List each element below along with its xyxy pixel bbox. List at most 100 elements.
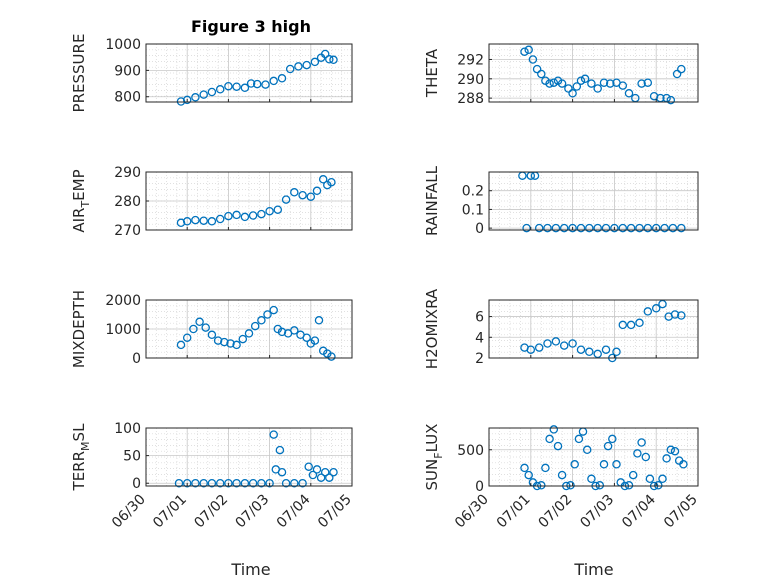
- data-point: [633, 449, 642, 458]
- data-point: [654, 481, 663, 490]
- y-axis-label: AIRTEMP: [70, 169, 92, 232]
- data-point: [182, 333, 192, 342]
- data-point: [551, 337, 561, 346]
- data-point: [182, 217, 192, 226]
- data-point: [660, 223, 669, 233]
- x-tick-label: 07/02: [191, 492, 231, 532]
- y-axis-label: H2OMIXRA: [423, 288, 441, 369]
- data-point: [273, 205, 283, 214]
- y-tick-label: 100: [114, 421, 141, 437]
- data-point: [543, 223, 552, 233]
- data-point: [610, 223, 619, 233]
- data-point: [277, 74, 287, 83]
- data-point: [224, 81, 233, 91]
- data-point: [290, 326, 299, 335]
- data-point: [582, 445, 592, 455]
- y-tick-label: 1000: [105, 322, 141, 338]
- data-point: [679, 460, 688, 469]
- data-point: [677, 223, 686, 233]
- y-axis-label: MIXDEPTH: [70, 290, 88, 368]
- data-point: [273, 324, 283, 334]
- data-point: [277, 327, 287, 337]
- data-point: [576, 223, 586, 233]
- data-point: [248, 211, 258, 220]
- data-point: [265, 478, 274, 488]
- data-point: [329, 467, 338, 477]
- data-point: [526, 345, 536, 354]
- panel-pressure: 800 900 1000 PRESSURE: [70, 34, 353, 112]
- data-point: [294, 62, 303, 71]
- data-point: [626, 223, 636, 233]
- data-point: [524, 470, 533, 480]
- x-tick-label: 07/01: [150, 492, 190, 532]
- data-point: [189, 324, 198, 334]
- axes-box: [488, 171, 699, 231]
- data-point: [298, 190, 307, 200]
- data-point: [568, 339, 577, 348]
- x-tick-label: 07/04: [619, 491, 659, 531]
- data-point: [628, 470, 638, 480]
- data-point: [666, 95, 676, 105]
- data-point: [199, 478, 208, 488]
- data-point: [549, 425, 559, 434]
- y-axis-label: THETA: [423, 48, 441, 98]
- panel-sun-flux: 0 500 06/30 07/01 07/02 07/03 07/04 07/05 SUNFLU…: [423, 424, 701, 532]
- y-tick-label: 292: [457, 52, 484, 68]
- data-point: [290, 478, 299, 488]
- data-point: [626, 320, 636, 330]
- data-point: [281, 478, 291, 488]
- y-tick-label: 900: [114, 63, 141, 79]
- data-point: [522, 223, 531, 233]
- data-point: [314, 316, 324, 325]
- data-point: [275, 445, 285, 455]
- data-point: [232, 82, 241, 91]
- data-point: [524, 45, 533, 55]
- panel-terr-msl: 0 50 100 06/30 07/01 07/02 07/03 07/04 07/05 TERR…: [70, 421, 355, 531]
- y-axis-label: RAINFALL: [423, 165, 441, 236]
- data-point: [269, 430, 278, 439]
- data-point: [265, 206, 274, 216]
- data-point: [570, 460, 579, 469]
- data-point: [580, 74, 590, 84]
- axes-box: [488, 43, 699, 103]
- x-tick-label: 07/01: [494, 492, 534, 532]
- data-point: [608, 434, 617, 444]
- x-tick-label: 07/03: [233, 492, 273, 532]
- data-point: [304, 462, 313, 471]
- x-tick-label: 06/30: [109, 492, 149, 532]
- y-tick-label: 1000: [105, 37, 141, 53]
- y-tick-label: 50: [123, 449, 141, 465]
- data-point: [215, 478, 225, 488]
- data-point: [557, 470, 567, 480]
- x-tick-label: 07/04: [274, 491, 314, 531]
- y-tick-label: 6: [475, 310, 484, 326]
- data-point: [520, 463, 529, 473]
- data-point: [207, 217, 217, 226]
- data-point: [585, 347, 594, 357]
- data-point: [238, 334, 248, 344]
- data-point: [277, 467, 287, 477]
- data-point: [327, 177, 336, 187]
- data-point: [635, 318, 644, 328]
- data-point: [658, 474, 667, 484]
- data-point: [662, 454, 671, 463]
- data-point: [612, 460, 621, 469]
- axes-box: [145, 43, 353, 103]
- data-point: [585, 223, 594, 233]
- axes-box: [145, 427, 353, 487]
- y-tick-label: 4: [475, 330, 484, 346]
- data-point: [541, 463, 550, 473]
- data-point: [568, 89, 577, 98]
- data-point: [670, 446, 680, 456]
- data-point: [312, 186, 322, 196]
- data-point: [240, 478, 250, 488]
- data-point: [574, 434, 584, 444]
- data-point: [624, 481, 634, 490]
- y-tick-label: 280: [114, 194, 141, 210]
- data-point: [645, 474, 655, 484]
- data-point: [532, 64, 542, 74]
- y-tick-label: 0.2: [462, 184, 484, 200]
- data-point: [298, 478, 307, 488]
- y-tick-label: 270: [114, 223, 141, 239]
- data-point: [325, 55, 334, 64]
